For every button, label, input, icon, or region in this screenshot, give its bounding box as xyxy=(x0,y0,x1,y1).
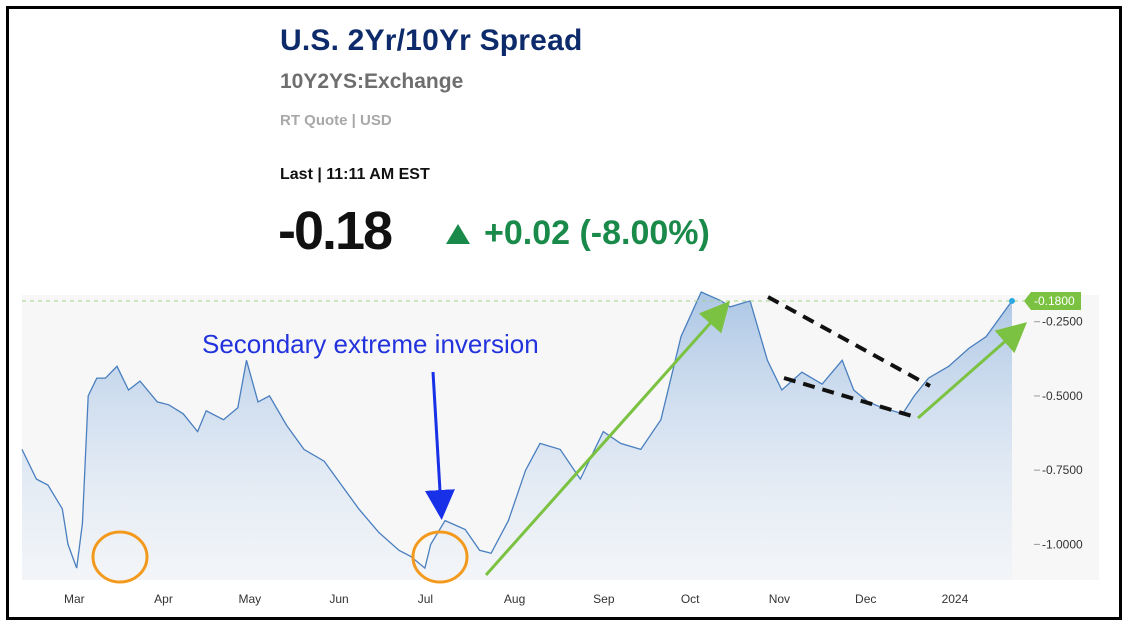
y-tick-label: -0.5000 xyxy=(1042,389,1083,403)
last-value-dot xyxy=(1009,297,1015,304)
inversion-circle-march xyxy=(91,530,149,584)
last-price: -0.18 xyxy=(278,201,393,261)
x-tick-label: Aug xyxy=(504,592,525,606)
x-tick-label: Mar xyxy=(64,592,85,606)
x-tick-label: Nov xyxy=(769,592,790,606)
series-line xyxy=(21,291,1013,570)
x-tick-label: Jul xyxy=(418,592,433,606)
last-value-badge: -0.1800 xyxy=(1024,291,1081,310)
trend-arrow-up-1 xyxy=(484,301,730,576)
last-value-badge-bg xyxy=(1024,291,1081,310)
channel-upper-line xyxy=(767,295,931,388)
x-tick-label: May xyxy=(239,592,262,606)
trend-arrow-up-2 xyxy=(917,322,1028,420)
price-change: +0.02 (-8.00%) xyxy=(446,214,710,253)
y-tick-label: -1.0000 xyxy=(1042,537,1083,551)
x-tick-label: Apr xyxy=(154,592,173,606)
series-area xyxy=(22,292,1012,580)
channel-lower-line xyxy=(783,376,913,418)
quote-type-label: RT Quote | USD xyxy=(280,112,392,129)
y-tick-label: -0.7500 xyxy=(1042,463,1083,477)
last-value-badge-text: -0.1800 xyxy=(1034,294,1075,308)
inversion-arrow xyxy=(424,371,455,520)
page-title: U.S. 2Yr/10Yr Spread xyxy=(280,24,583,57)
triangle-up-icon xyxy=(446,223,470,244)
last-time-label: Last | 11:11 AM EST xyxy=(280,166,430,183)
x-tick-label: Oct xyxy=(681,592,700,606)
y-tick-label: -0.2500 xyxy=(1042,315,1083,329)
x-tick-label: Sep xyxy=(593,592,615,606)
x-tick-label: Jun xyxy=(329,592,348,606)
inversion-circle-july xyxy=(411,530,469,584)
inversion-annotation: Secondary extreme inversion xyxy=(202,329,539,359)
x-tick-label: 2024 xyxy=(942,592,969,606)
x-tick-label: Dec xyxy=(855,592,876,606)
price-change-value: +0.02 (-8.00%) xyxy=(484,214,710,252)
symbol-label: 10Y2YS:Exchange xyxy=(280,70,464,93)
